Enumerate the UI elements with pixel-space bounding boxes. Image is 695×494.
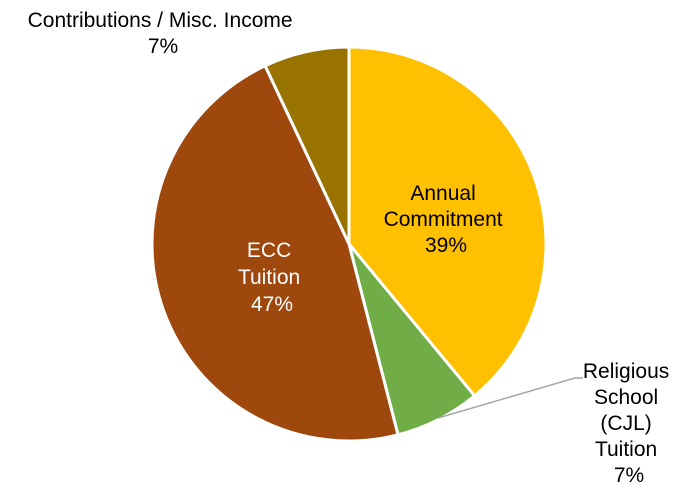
slice-label-contributions: Contributions / Misc. Income 7% bbox=[28, 9, 299, 58]
label-line: (CJL) bbox=[600, 412, 651, 435]
percent-label: 47% bbox=[251, 293, 293, 316]
pie-slice-ecc-tuition bbox=[150, 64, 400, 443]
percent-label: 39% bbox=[425, 234, 467, 257]
pie-slices bbox=[150, 45, 548, 443]
percent-label: 7% bbox=[148, 35, 178, 58]
slice-label-religious-school: Religious School (CJL) Tuition 7% bbox=[583, 360, 675, 487]
pie-slice-contributions bbox=[263, 45, 351, 246]
slice-label-ecc-tuition: ECC Tuition 47% bbox=[238, 239, 306, 316]
label-line: ECC bbox=[247, 239, 291, 262]
label-line: Tuition bbox=[238, 266, 300, 289]
label-line: School bbox=[594, 386, 658, 409]
leader-line-religious-school bbox=[437, 377, 583, 419]
label-line: Tuition bbox=[595, 438, 657, 461]
label-line: Annual bbox=[410, 182, 475, 205]
label-line: Commitment bbox=[384, 208, 503, 231]
label-line: Religious bbox=[583, 360, 669, 383]
label-line: Contributions / Misc. Income bbox=[28, 9, 293, 32]
slice-label-annual-commitment: Annual Commitment 39% bbox=[384, 182, 509, 257]
pie-slice-annual-commitment bbox=[347, 45, 548, 398]
percent-label: 7% bbox=[614, 464, 644, 487]
